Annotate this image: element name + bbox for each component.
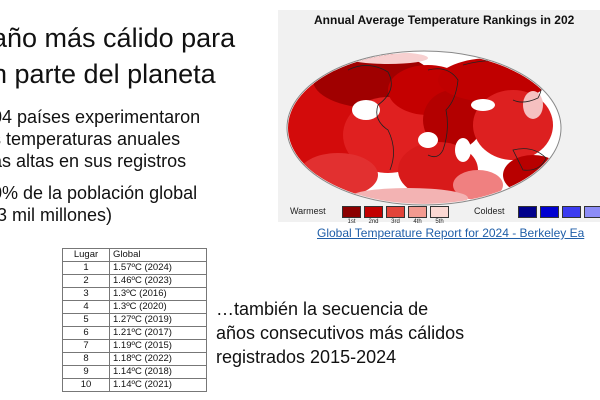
table-body: 1 1.57ºC (2024) 2 1.46ºC (2023) 3 1.3ºC (2016… bbox=[62, 261, 207, 392]
header-global: Global bbox=[109, 248, 207, 262]
legend-rank-label: 4th bbox=[413, 219, 422, 225]
temperature-cell: 1.46ºC (2023) bbox=[109, 274, 207, 288]
legend-rank-label: 1st bbox=[347, 219, 356, 225]
temperature-cell: 1.18ºC (2022) bbox=[109, 352, 207, 366]
rank-cell: 10 bbox=[62, 378, 110, 392]
temperature-cell: 1.14ºC (2018) bbox=[109, 365, 207, 379]
note-line-3: registrados 2015-2024 bbox=[216, 347, 397, 367]
legend-warm-swatch bbox=[408, 206, 427, 218]
legend-warm-swatch bbox=[430, 206, 449, 218]
bullet-line-4: 0% de la población global bbox=[0, 183, 198, 203]
heading-line-2: n parte del planeta bbox=[0, 59, 216, 89]
legend-warm-swatch bbox=[386, 206, 405, 218]
legend-cold-swatch bbox=[518, 206, 537, 218]
table-row: 10 1.14ºC (2021) bbox=[62, 378, 207, 392]
table-row: 6 1.21ºC (2017) bbox=[62, 326, 207, 340]
header-rank: Lugar bbox=[62, 248, 110, 262]
rank-cell: 4 bbox=[62, 300, 110, 314]
bullet-line-1: 04 países experimentaron bbox=[0, 107, 201, 127]
map-title: Annual Average Temperature Rankings in 2… bbox=[314, 13, 575, 27]
table-row: 3 1.3ºC (2016) bbox=[62, 287, 207, 301]
bullet-line-3: ás altas en sus registros bbox=[0, 151, 187, 171]
legend-cold-swatch bbox=[584, 206, 600, 218]
table-row: 7 1.19ºC (2015) bbox=[62, 339, 207, 353]
rank-cell: 7 bbox=[62, 339, 110, 353]
legend-warm-swatch bbox=[342, 206, 361, 218]
temperature-cell: 1.27ºC (2019) bbox=[109, 313, 207, 327]
rank-cell: 2 bbox=[62, 274, 110, 288]
temperature-cell: 1.57ºC (2024) bbox=[109, 261, 207, 275]
table-row: 5 1.27ºC (2019) bbox=[62, 313, 207, 327]
legend-rank-label: 2nd bbox=[368, 219, 379, 225]
bullet-line-2: s temperaturas anuales bbox=[0, 129, 181, 149]
world-temperature-map bbox=[286, 50, 562, 206]
rank-cell: 1 bbox=[62, 261, 110, 275]
rank-cell: 5 bbox=[62, 313, 110, 327]
bullet-line-5: .3 mil millones) bbox=[0, 205, 113, 225]
rank-cell: 9 bbox=[62, 365, 110, 379]
table-row: 2 1.46ºC (2023) bbox=[62, 274, 207, 288]
map-warm-regions bbox=[288, 52, 560, 204]
table-row: 1 1.57ºC (2024) bbox=[62, 261, 207, 275]
legend-cold-swatch bbox=[562, 206, 581, 218]
rank-cell: 8 bbox=[62, 352, 110, 366]
legend-warmest-label: Warmest bbox=[290, 206, 326, 216]
temperature-cell: 1.19ºC (2015) bbox=[109, 339, 207, 353]
temperature-cell: 1.21ºC (2017) bbox=[109, 326, 207, 340]
legend-rank-label: 5th bbox=[435, 219, 444, 225]
rank-cell: 6 bbox=[62, 326, 110, 340]
table-row: 9 1.14ºC (2018) bbox=[62, 365, 207, 379]
table-row: 8 1.18ºC (2022) bbox=[62, 352, 207, 366]
temperature-cell: 1.3ºC (2020) bbox=[109, 300, 207, 314]
legend-cold-swatch bbox=[540, 206, 559, 218]
legend-rank-label: 3rd bbox=[391, 219, 400, 225]
temperature-cell: 1.3ºC (2016) bbox=[109, 287, 207, 301]
legend-warm-swatch bbox=[364, 206, 383, 218]
table-header-row: Lugar Global bbox=[62, 248, 207, 262]
legend-coldest-label: Coldest bbox=[474, 206, 505, 216]
temperature-cell: 1.14ºC (2021) bbox=[109, 378, 207, 392]
rank-cell: 3 bbox=[62, 287, 110, 301]
note-line-2: años consecutivos más cálidos bbox=[216, 323, 465, 343]
map-source-link[interactable]: Global Temperature Report for 2024 - Ber… bbox=[317, 226, 585, 240]
table-row: 4 1.3ºC (2020) bbox=[62, 300, 207, 314]
ranking-table: Lugar Global 1 1.57ºC (2024) 2 1.46ºC (2023… bbox=[62, 248, 207, 392]
temperature-map-panel: Annual Average Temperature Rankings in 2… bbox=[278, 10, 600, 225]
heading-line-1: año más cálido para bbox=[0, 23, 236, 53]
note-line-1: …también la secuencia de bbox=[216, 299, 429, 319]
